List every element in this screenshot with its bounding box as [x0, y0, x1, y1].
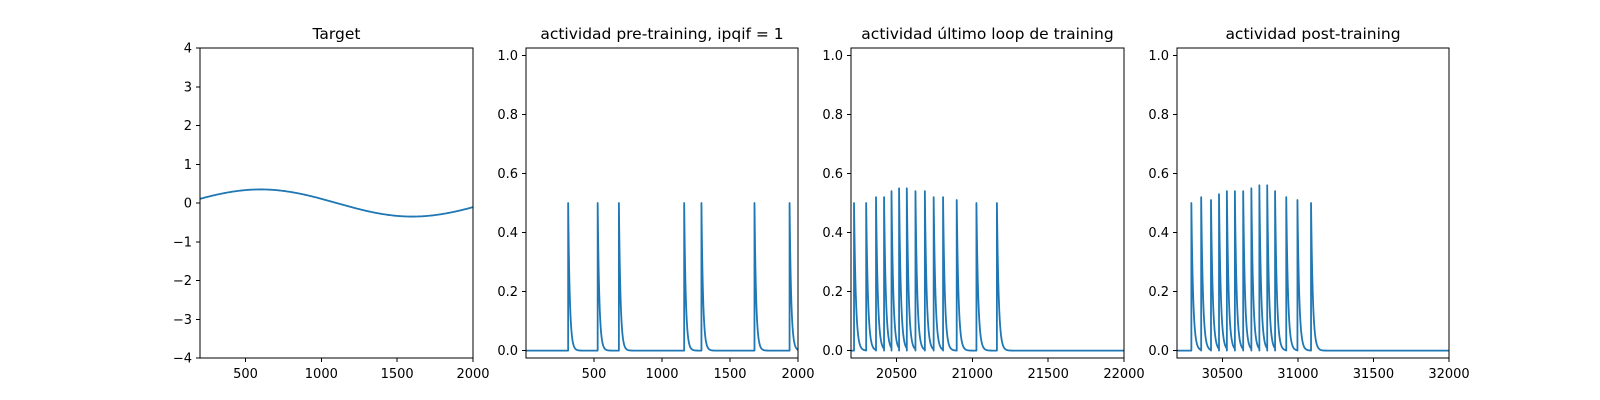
y-tick-label: 0.0 [1148, 344, 1169, 359]
y-tick-label: 0.4 [497, 226, 518, 241]
y-tick-label: 0.6 [822, 167, 843, 182]
y-tick-label: −3 [173, 313, 192, 328]
subplot-title: actividad pre-training, ipqif = 1 [540, 25, 783, 43]
x-tick-label: 30500 [1202, 367, 1243, 382]
subplot-title: actividad post-training [1225, 25, 1400, 43]
y-tick-label: 0.2 [1148, 285, 1169, 300]
x-tick-label: 500 [582, 367, 607, 382]
subplot-title: Target [312, 25, 361, 43]
axes-frame [1176, 47, 1450, 359]
y-tick-label: 0.8 [497, 108, 518, 123]
series-line-1 [851, 187, 1124, 352]
y-tick-label: 0.0 [497, 344, 518, 359]
y-tick-label: 2 [184, 119, 192, 134]
y-tick-label: −4 [173, 352, 192, 367]
subplot-4: actividad post-training 30500 31000 31500 32… [1148, 25, 1469, 382]
y-tick-label: 3 [184, 80, 192, 95]
y-tick-label: 1.0 [1148, 49, 1169, 64]
y-tick-label: 0.4 [1148, 226, 1169, 241]
series-line-1 [1177, 184, 1449, 352]
x-tick-label: 1500 [713, 367, 746, 382]
x-tick-label: 2000 [456, 367, 489, 382]
y-tick-label: 1 [184, 158, 192, 173]
x-tick-label: 21000 [952, 367, 993, 382]
subplot-1: Target 500 1000 1500 2000 −4 −3 −2 −1 0 1 2 3 4 [173, 25, 490, 382]
y-tick-label: 0.2 [497, 285, 518, 300]
x-tick-label: 1000 [645, 367, 678, 382]
y-tick-label: 1.0 [497, 49, 518, 64]
y-tick-label: −2 [173, 274, 192, 289]
x-tick-label: 500 [233, 367, 258, 382]
y-tick-label: 0.4 [822, 226, 843, 241]
y-tick-label: 0.6 [1148, 167, 1169, 182]
x-tick-label: 31000 [1277, 367, 1318, 382]
subplot-title: actividad último loop de training [861, 25, 1113, 43]
series-line-1 [200, 188, 473, 218]
y-tick-label: 0.8 [1148, 108, 1169, 123]
x-tick-label: 21500 [1027, 367, 1068, 382]
series-line-1 [526, 202, 798, 352]
y-tick-label: 1.0 [822, 49, 843, 64]
x-tick-label: 31500 [1353, 367, 1394, 382]
x-tick-label: 32000 [1428, 367, 1469, 382]
x-tick-label: 1000 [305, 367, 338, 382]
y-tick-label: −1 [173, 235, 192, 250]
subplot-2: actividad pre-training, ipqif = 1 500 1000… [497, 25, 814, 382]
y-tick-label: 0.8 [822, 108, 843, 123]
y-tick-label: 0.0 [822, 344, 843, 359]
y-tick-label: 4 [184, 42, 192, 57]
x-tick-label: 1500 [381, 367, 414, 382]
x-tick-label: 20500 [876, 367, 917, 382]
y-tick-label: 0.6 [497, 167, 518, 182]
y-tick-label: 0.2 [822, 285, 843, 300]
axes-frame [850, 47, 1125, 359]
y-tick-label: 0 [184, 197, 192, 212]
subplot-3: actividad último loop de training 20500 21… [822, 25, 1144, 382]
x-tick-label: 22000 [1103, 367, 1144, 382]
x-tick-label: 2000 [781, 367, 814, 382]
